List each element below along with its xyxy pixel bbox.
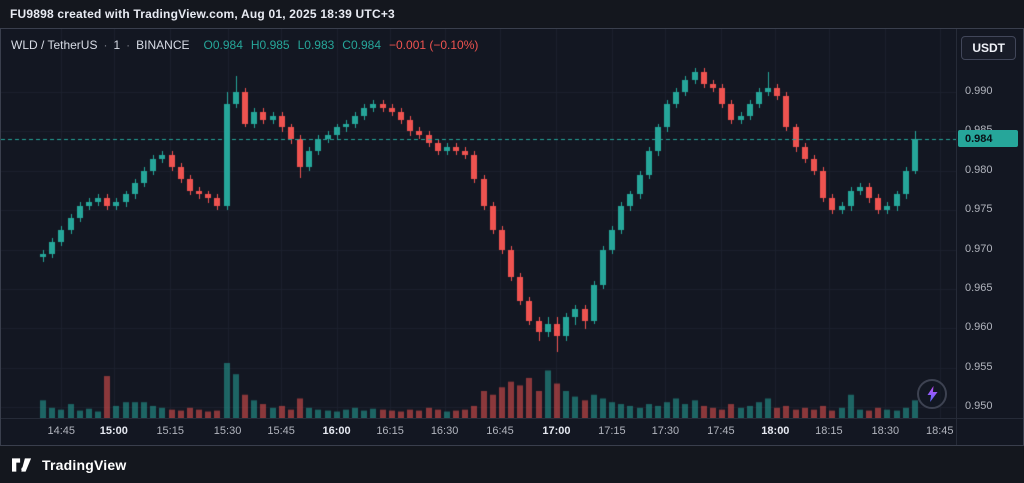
x-tick-label: 16:15 [376,425,404,437]
y-tick-label: 0.990 [965,85,993,98]
x-tick-label: 15:45 [267,425,295,437]
ohlc-high: H0.985 [250,38,290,52]
ohlc-open: O0.984 [203,38,243,52]
lightning-icon [926,386,939,402]
x-tick-label: 18:15 [815,425,843,437]
legend-separator: · [126,38,131,52]
x-tick-label: 18:45 [926,425,954,437]
price-axis[interactable]: 0.984 0.9900.9850.9800.9750.9700.9650.96… [956,29,1023,419]
y-tick-label: 0.950 [965,400,993,413]
x-tick-label: 15:15 [156,425,184,437]
x-tick-label: 18:30 [871,425,900,437]
chart-legend: WLD / TetherUS · 1 · BINANCE O0.984 H0.9… [11,38,478,52]
x-tick-label: 17:30 [651,425,680,437]
y-tick-label: 0.960 [965,321,993,334]
x-tick-label: 16:45 [486,425,514,437]
x-tick-label: 17:00 [542,425,571,437]
exchange-label: BINANCE [136,38,190,52]
y-tick-label: 0.975 [965,203,993,216]
x-tick-label: 16:00 [322,425,351,437]
change-label: −0.001 (−0.10%) [389,38,479,52]
boost-button[interactable] [917,379,947,409]
symbol-title[interactable]: WLD / TetherUS [11,38,98,52]
legend-separator: · [103,38,108,52]
x-tick-label: 18:00 [761,425,790,437]
tradingview-logo-icon[interactable] [12,457,33,472]
x-tick-label: 16:30 [430,425,459,437]
export-header: FU9898 created with TradingView.com, Aug… [0,0,1024,28]
price-chart-plot[interactable] [1,29,957,419]
x-tick-label: 15:00 [99,425,128,437]
tradingview-wordmark[interactable]: TradingView [42,456,127,473]
x-tick-label: 15:30 [213,425,242,437]
ohlc-low: L0.983 [297,38,335,52]
x-tick-label: 17:45 [707,425,735,437]
interval-label[interactable]: 1 [113,38,121,52]
axis-corner [956,418,1023,445]
export-header-text: FU9898 created with TradingView.com, Aug… [10,7,395,21]
time-axis[interactable]: 14:45 15:00 15:15 15:30 15:45 16:00 16:15 16:30… [1,418,957,445]
y-tick-label: 0.955 [965,360,993,373]
currency-toggle-button[interactable]: USDT [961,36,1016,60]
chart-panel: WLD / TetherUS · 1 · BINANCE O0.984 H0.9… [0,28,1024,446]
y-tick-label: 0.965 [965,282,993,294]
last-price-badge: 0.984 [958,130,1018,148]
x-tick-label: 17:15 [598,425,626,437]
footer-bar: TradingView [0,446,1024,483]
x-tick-label: 14:45 [47,425,75,437]
price-chart-canvas[interactable] [1,29,957,419]
y-tick-label: 0.970 [965,242,993,255]
ohlc-close: C0.984 [342,38,381,52]
y-tick-label: 0.980 [965,163,993,176]
